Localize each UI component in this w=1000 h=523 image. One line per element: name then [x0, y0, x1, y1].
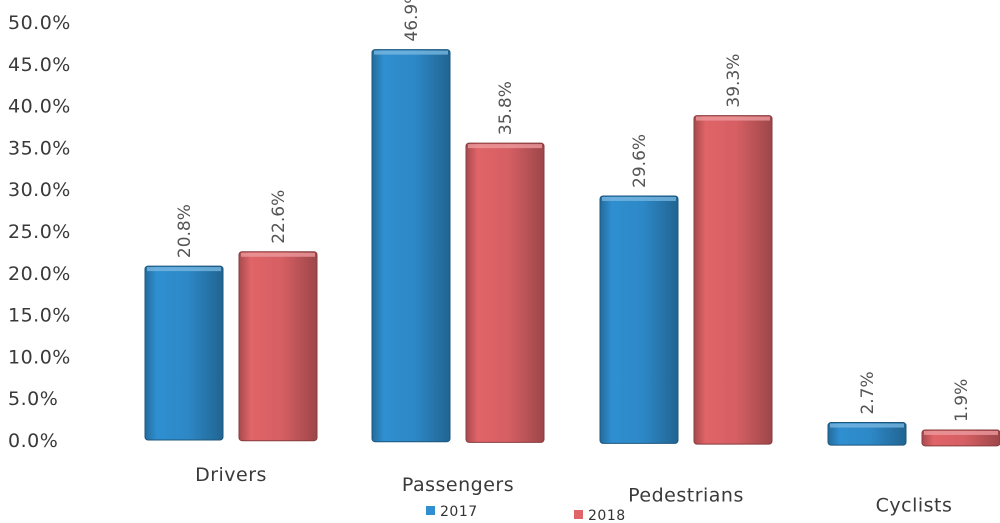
- bar-2017-passengers: [371, 49, 451, 443]
- bar-2018-drivers: [238, 251, 318, 442]
- bar-top-highlight: [696, 116, 770, 121]
- legend-swatch-2018: [574, 510, 583, 519]
- y-tick-label: 35.0%: [8, 137, 71, 159]
- bar-2017-drivers: [144, 265, 224, 441]
- y-tick-label: 30.0%: [8, 179, 71, 201]
- bar-2018-pedestrians: [693, 115, 773, 445]
- y-tick-label: 50.0%: [8, 12, 71, 34]
- y-tick-label: 0.0%: [8, 430, 58, 452]
- legend-swatch-2017: [426, 506, 435, 515]
- legend-label-2017: 2017: [440, 504, 478, 520]
- y-tick-label: 10.0%: [8, 346, 71, 368]
- bar-2018-passengers: [465, 142, 545, 443]
- y-tick-label: 5.0%: [8, 388, 58, 410]
- data-label: 35.8%: [496, 81, 516, 135]
- bar-2017-pedestrians: [599, 195, 679, 444]
- bar-top-highlight: [374, 50, 448, 55]
- bar-top-highlight: [602, 196, 676, 201]
- category-label-passengers: Passengers: [402, 474, 514, 496]
- y-tick-label: 45.0%: [8, 54, 71, 76]
- legend-label-2018: 2018: [588, 508, 626, 523]
- data-label: 39.3%: [724, 54, 744, 108]
- bar-top-highlight: [468, 144, 542, 149]
- bar-top-highlight: [241, 252, 315, 257]
- bar-2017-cyclists: [827, 422, 907, 446]
- data-label: 2.7%: [858, 371, 878, 414]
- category-label-drivers: Drivers: [195, 464, 267, 486]
- y-tick-label: 15.0%: [8, 305, 71, 327]
- data-label: 29.6%: [630, 134, 650, 188]
- bar-top-highlight: [830, 423, 904, 428]
- data-label: 46.9%: [402, 0, 422, 42]
- category-label-pedestrians: Pedestrians: [628, 484, 744, 506]
- data-label: 20.8%: [175, 204, 195, 258]
- category-label-cyclists: Cyclists: [876, 495, 953, 517]
- y-tick-label: 40.0%: [8, 96, 71, 118]
- data-label: 1.9%: [952, 379, 972, 422]
- bar-top-highlight: [924, 430, 998, 435]
- y-tick-label: 20.0%: [8, 263, 71, 285]
- data-label: 22.6%: [269, 190, 289, 244]
- y-tick-label: 25.0%: [8, 221, 71, 243]
- bar-top-highlight: [147, 267, 221, 272]
